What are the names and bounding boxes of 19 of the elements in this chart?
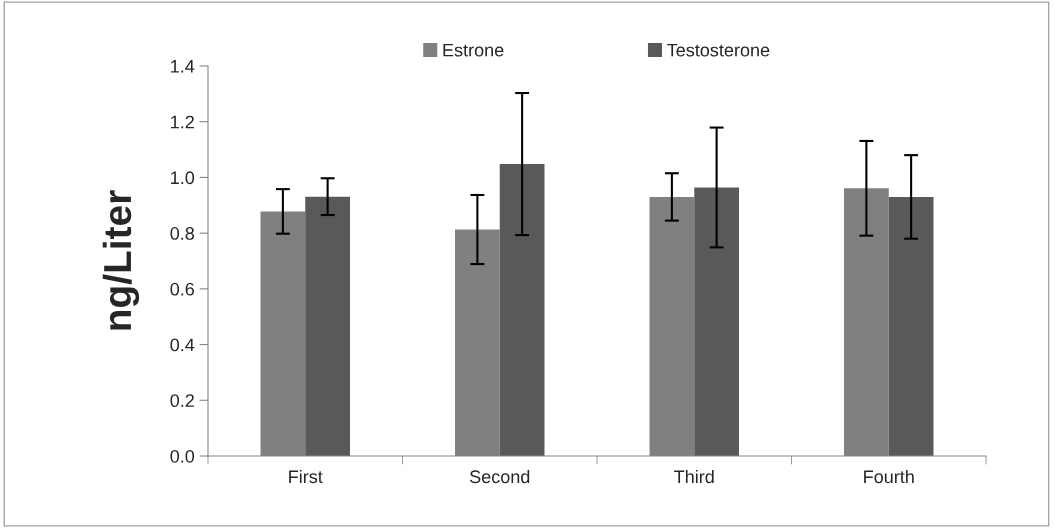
y-tick-label: 0.2 xyxy=(170,394,194,408)
x-tick-label: Third xyxy=(674,469,714,484)
y-axis-title: ng/Liter xyxy=(102,190,140,330)
bar xyxy=(888,196,934,456)
y-tick-label: 0.4 xyxy=(170,338,195,352)
bar xyxy=(499,164,545,456)
x-tick-label: First xyxy=(289,469,323,484)
bar xyxy=(305,196,350,456)
y-tick-label: 0.6 xyxy=(170,282,195,296)
legend-label: Testosterone xyxy=(667,43,770,57)
y-tick-label: 0.0 xyxy=(170,449,195,463)
bar xyxy=(694,187,739,456)
y-tick-label: 0.8 xyxy=(170,227,195,240)
legend-label: Estrone xyxy=(443,43,504,57)
y-tick-label: 1.2 xyxy=(171,115,194,129)
x-tick-label: Fourth xyxy=(864,469,914,484)
y-tick-label: 1.4 xyxy=(171,60,195,73)
x-tick-label: Second xyxy=(469,469,530,484)
y-tick-label: 1.0 xyxy=(171,171,195,185)
